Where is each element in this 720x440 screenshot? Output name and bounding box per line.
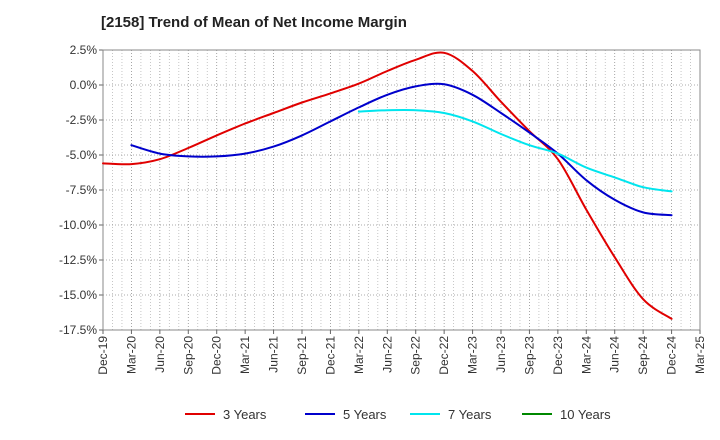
y-tick-label: -17.5% [59, 323, 97, 337]
x-tick-label: Dec-24 [665, 336, 679, 375]
legend-label: 7 Years [448, 407, 492, 422]
plot-frame [102, 49, 701, 331]
legend-label: 3 Years [223, 407, 267, 422]
x-tick-label: Jun-21 [267, 336, 281, 373]
y-tick-label: -2.5% [66, 113, 98, 127]
x-tick-label: Mar-23 [466, 336, 480, 374]
x-tick-label: Dec-23 [551, 336, 565, 375]
x-tick-label: Sep-20 [181, 336, 195, 375]
x-tick-label: Mar-20 [124, 336, 138, 374]
y-tick-label: -10.0% [59, 218, 97, 232]
x-tick-label: Sep-23 [522, 336, 536, 375]
x-tick-label: Sep-21 [295, 336, 309, 375]
series-line-3-years [102, 51, 673, 320]
legend-label: 5 Years [343, 407, 387, 422]
legend-label: 10 Years [560, 407, 611, 422]
x-tick-label: Mar-21 [238, 336, 252, 374]
x-tick-label: Dec-20 [210, 336, 224, 375]
x-tick-label: Jun-20 [153, 336, 167, 373]
x-tick-label: Mar-25 [693, 336, 707, 374]
x-tick-label: Dec-21 [323, 336, 337, 375]
y-tick-label: -7.5% [66, 183, 98, 197]
x-tick-label: Mar-22 [352, 336, 366, 374]
series-line-5-years [130, 82, 673, 217]
chart-title: [2158] Trend of Mean of Net Income Margi… [101, 14, 407, 31]
y-tick-label: -15.0% [59, 288, 97, 302]
x-tick-label: Dec-22 [437, 336, 451, 375]
x-tick-label: Jun-22 [380, 336, 394, 373]
y-tick-label: -5.0% [66, 148, 98, 162]
x-tick-label: Sep-24 [636, 336, 650, 375]
x-tick-label: Dec-19 [96, 336, 110, 375]
y-tick-label: 0.0% [70, 78, 98, 92]
y-tick-label: 2.5% [70, 43, 98, 57]
series-line-7-years [357, 108, 673, 193]
x-tick-label: Jun-24 [608, 336, 622, 373]
x-tick-label: Mar-24 [579, 336, 593, 374]
y-tick-label: -12.5% [59, 253, 97, 267]
x-tick-label: Sep-22 [409, 336, 423, 375]
x-tick-label: Jun-23 [494, 336, 508, 373]
